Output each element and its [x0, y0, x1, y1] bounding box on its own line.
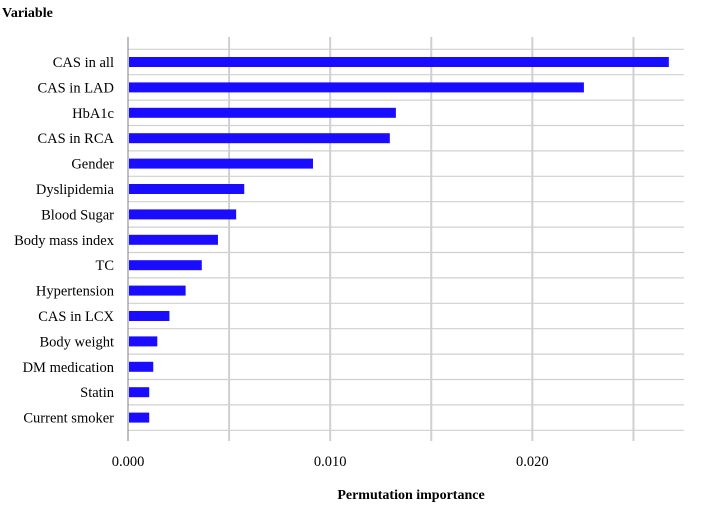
bar [129, 285, 186, 296]
category-label: Blood Sugar [41, 207, 114, 223]
bar [129, 311, 170, 321]
bar [129, 387, 150, 398]
category-label: CAS in LCX [38, 309, 114, 325]
y-axis-title: Variable [2, 6, 53, 21]
bar [129, 184, 245, 194]
x-tick-labels: 0.000 0.010 0.020 [112, 454, 549, 470]
category-label: Body weight [39, 334, 114, 350]
bar [129, 57, 669, 67]
x-tick-label: 0.010 [314, 454, 347, 470]
x-axis-title: Permutation importance [337, 488, 484, 503]
bar [129, 158, 313, 169]
x-tick-label: 0.020 [516, 454, 549, 470]
category-label: Gender [71, 157, 114, 173]
category-label: CAS in all [53, 55, 114, 71]
category-labels: CAS in all CAS in LAD HbA1c CAS in RCA Gende… [14, 55, 115, 427]
category-label: Body mass index [14, 233, 115, 249]
x-tick-label: 0.000 [112, 454, 145, 470]
category-label: Hypertension [36, 284, 115, 300]
bar [129, 336, 158, 347]
bar [129, 82, 584, 93]
bars [129, 57, 669, 423]
category-label: Dyslipidemia [36, 182, 115, 198]
category-label: HbA1c [72, 106, 114, 122]
bar [129, 361, 154, 372]
grid [127, 37, 684, 441]
category-label: TC [95, 258, 114, 274]
category-label: DM medication [23, 360, 115, 376]
bar [129, 133, 390, 144]
bar [129, 260, 202, 271]
category-label: CAS in RCA [37, 131, 114, 147]
category-label: Current smoker [23, 411, 114, 427]
category-label: CAS in LAD [37, 80, 114, 96]
bar [129, 209, 237, 220]
category-label: Statin [80, 385, 115, 401]
bar [129, 107, 396, 118]
bar [129, 412, 150, 423]
bar [129, 234, 218, 245]
